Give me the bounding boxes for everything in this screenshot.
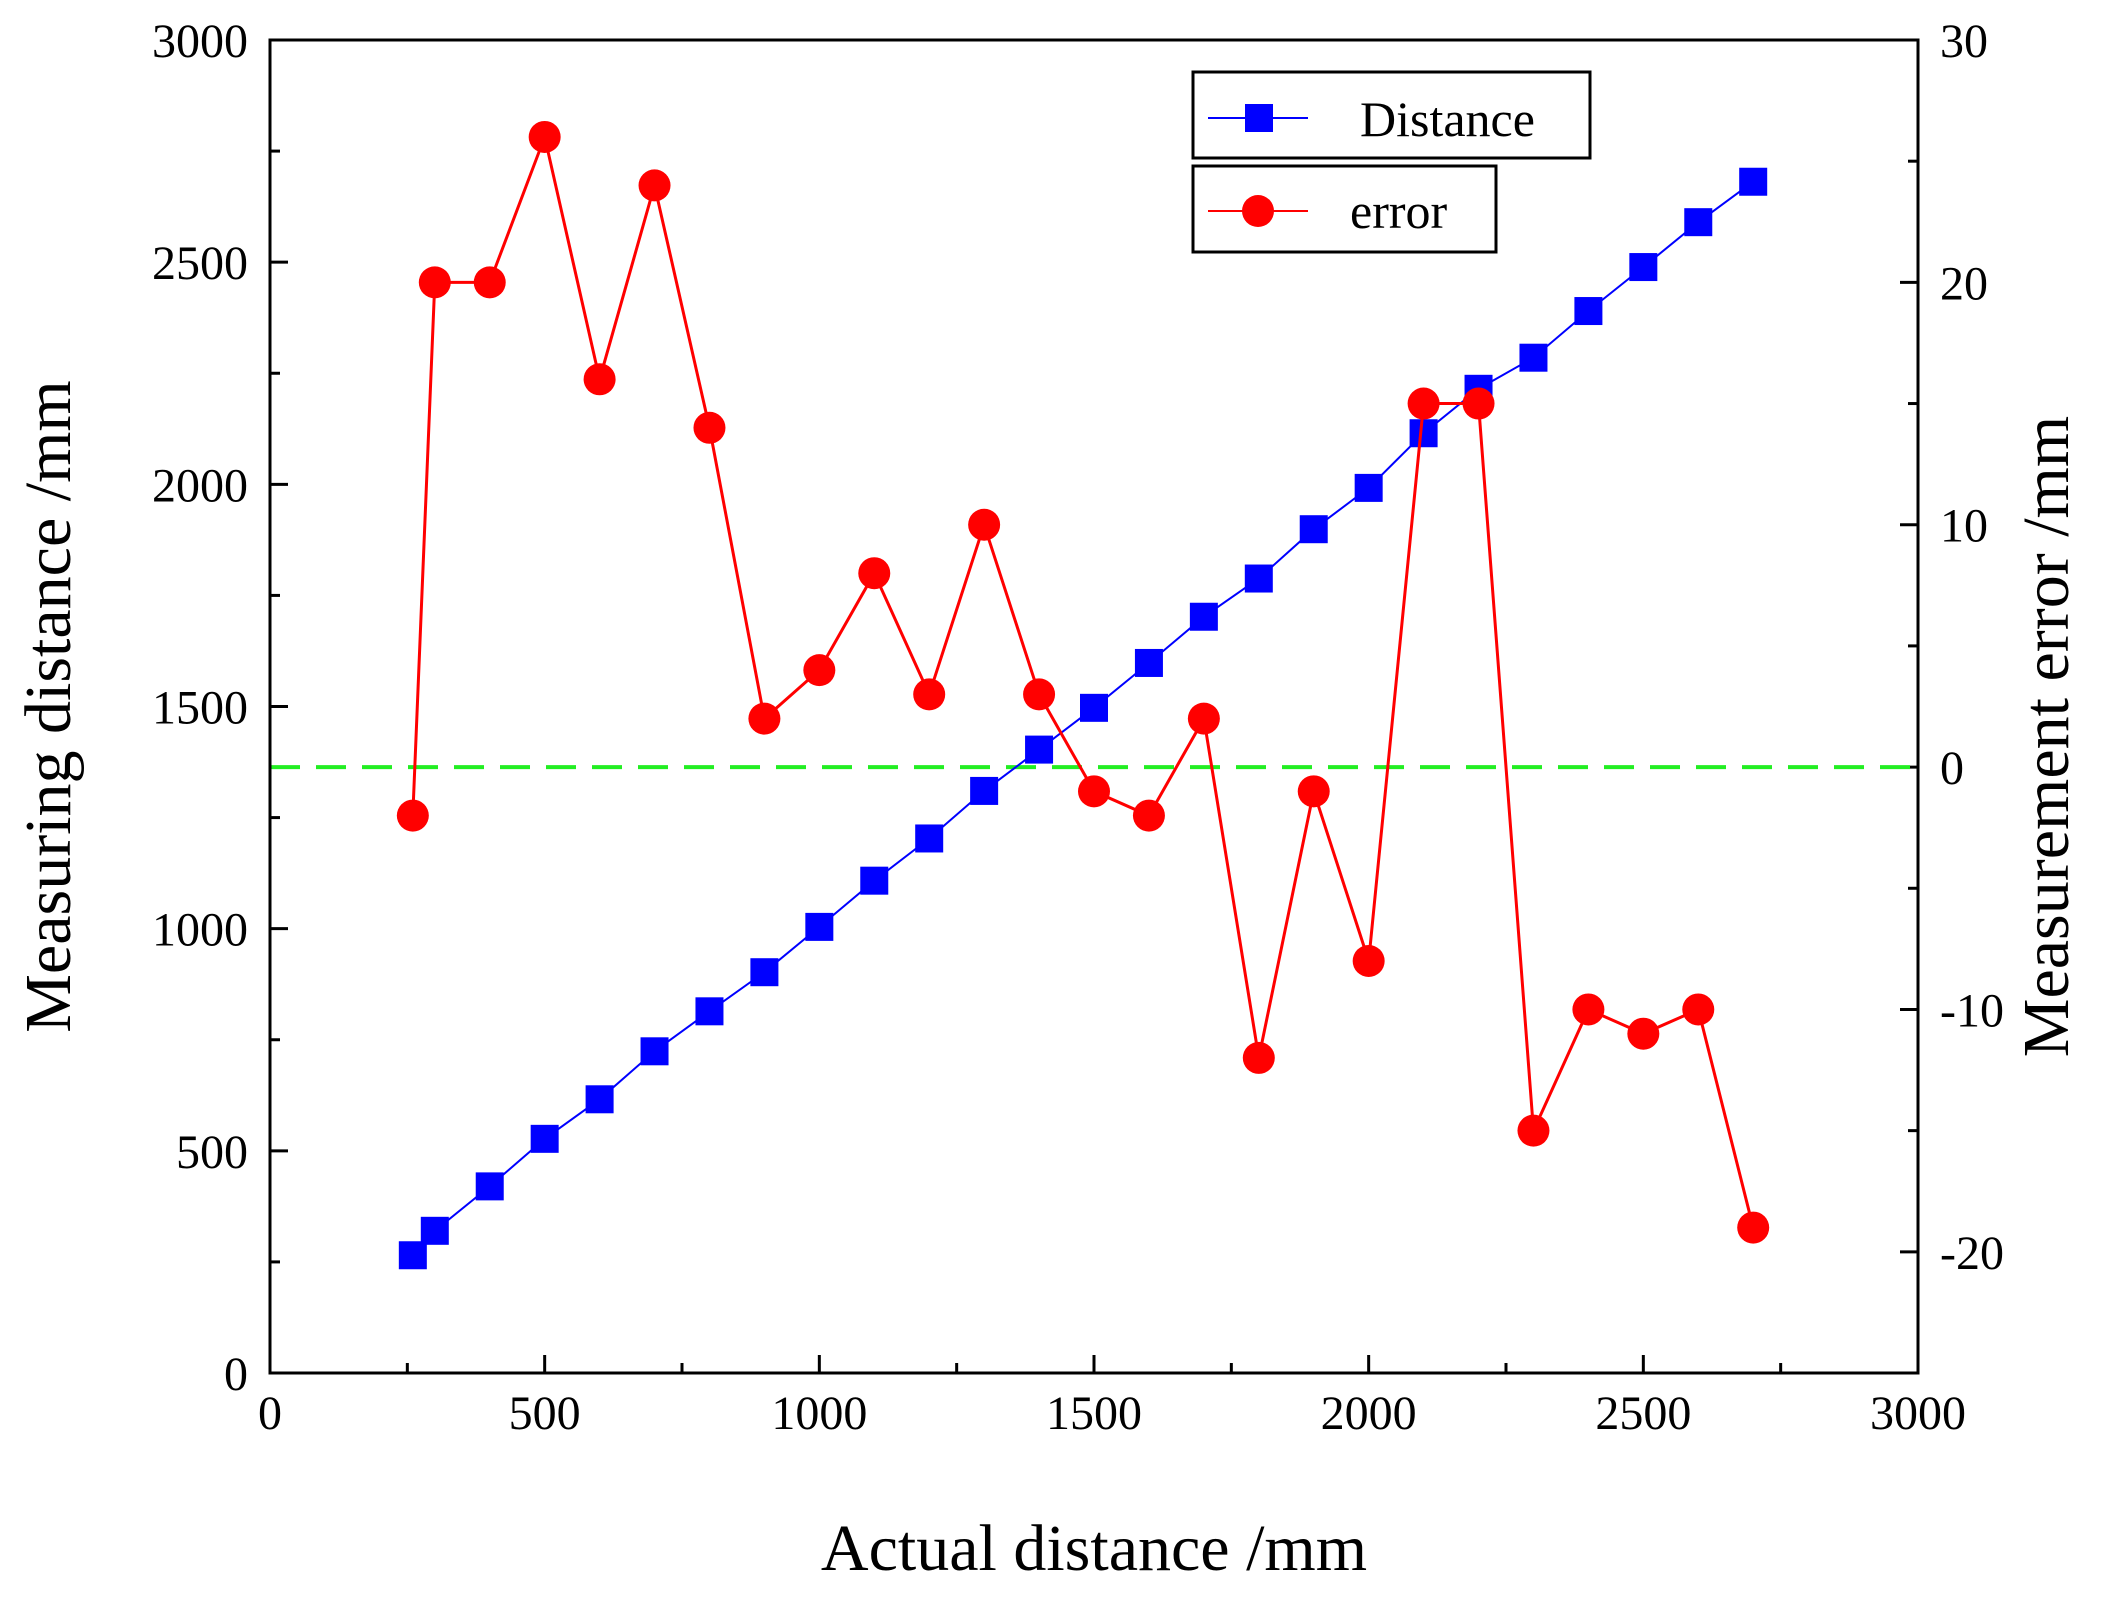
data-point-distance[interactable] (585, 1085, 614, 1114)
data-point-distance[interactable] (475, 1172, 504, 1201)
data-point-distance[interactable] (1025, 735, 1054, 764)
series-line-error (411, 131, 1755, 1228)
data-point-distance[interactable] (695, 997, 724, 1026)
data-point-distance[interactable] (1519, 343, 1548, 372)
data-point-distance[interactable] (1739, 167, 1768, 196)
data-point-error[interactable] (693, 411, 726, 444)
y2-tick-label: 20 (1940, 257, 1988, 310)
data-point-distance[interactable] (1134, 648, 1163, 677)
data-point-distance[interactable] (1684, 208, 1713, 237)
data-point-error[interactable] (1242, 1041, 1275, 1074)
data-point-distance[interactable] (1574, 297, 1603, 326)
x-tick-label: 500 (509, 1387, 581, 1440)
data-point-distance[interactable] (805, 912, 834, 941)
data-point-distance[interactable] (915, 824, 944, 853)
data-point-distance[interactable] (1354, 473, 1383, 502)
y-tick-label: 1000 (152, 904, 248, 957)
x-tick-label: 1500 (1046, 1387, 1142, 1440)
y2-axis-title: Measurement error /mm (2010, 416, 2083, 1057)
x-tick-label: 0 (258, 1387, 282, 1440)
data-point-error[interactable] (1132, 799, 1165, 832)
y2-tick-label: 30 (1940, 15, 1988, 68)
legend: Distance error (1191, 70, 1592, 254)
data-point-error[interactable] (1627, 1017, 1660, 1050)
data-point-distance[interactable] (398, 1241, 427, 1270)
chart-axes-layer: 0 500 1000 1500 2000 2500 3000 0 500 1000 1500 2000… (152, 15, 2004, 1440)
data-point-error[interactable] (1187, 702, 1220, 735)
y2-tick-label: 0 (1940, 742, 1964, 795)
data-point-distance[interactable] (1080, 693, 1108, 722)
data-point-error[interactable] (1023, 678, 1056, 711)
data-point-error[interactable] (1682, 993, 1715, 1026)
data-point-error[interactable] (803, 654, 836, 687)
data-point-error[interactable] (583, 363, 616, 396)
x-axis-title: Actual distance /mm (821, 1512, 1367, 1585)
data-point-distance[interactable] (1189, 602, 1218, 631)
y-axis-title: Measuring distance /mm (12, 380, 85, 1033)
data-point-error[interactable] (1517, 1114, 1550, 1147)
legend-label-distance: Distance (1360, 91, 1535, 147)
data-point-distance[interactable] (1409, 419, 1438, 448)
legend-label-error: error (1350, 183, 1447, 239)
data-point-error[interactable] (1078, 775, 1110, 808)
data-point-error[interactable] (1462, 387, 1495, 420)
data-point-error[interactable] (396, 799, 429, 832)
data-point-error[interactable] (913, 678, 946, 711)
data-point-error[interactable] (418, 266, 451, 299)
data-point-distance[interactable] (420, 1216, 449, 1245)
data-point-error[interactable] (968, 508, 1001, 541)
y2-tick-label: -20 (1940, 1227, 2004, 1280)
legend-box-error (1191, 164, 1498, 254)
data-point-distance[interactable] (1629, 253, 1658, 282)
data-point-error[interactable] (638, 169, 671, 202)
data-point-distance[interactable] (1244, 564, 1273, 593)
data-point-error[interactable] (1297, 775, 1330, 808)
legend-marker-error (1242, 195, 1274, 227)
data-point-error[interactable] (1407, 387, 1440, 420)
data-point-error[interactable] (748, 702, 781, 735)
data-point-distance[interactable] (530, 1124, 559, 1153)
y2-tick-label: -10 (1940, 984, 2004, 1037)
data-point-error[interactable] (1737, 1211, 1770, 1244)
y-tick-label: 1500 (152, 682, 248, 735)
y2-tick-label: 10 (1940, 500, 1988, 553)
data-point-error[interactable] (858, 557, 891, 590)
y-tick-label: 3000 (152, 15, 248, 68)
data-point-error[interactable] (1352, 944, 1385, 977)
data-point-distance[interactable] (970, 776, 999, 805)
series-layer (396, 120, 1770, 1270)
data-point-error[interactable] (1572, 993, 1605, 1026)
legend-entry-distance[interactable]: Distance (1191, 70, 1592, 160)
x-tick-label: 2000 (1321, 1387, 1417, 1440)
y-tick-label: 2000 (152, 459, 248, 512)
data-point-error[interactable] (528, 120, 561, 153)
plot-frame (268, 38, 1920, 1375)
x-tick-label: 2500 (1595, 1387, 1691, 1440)
legend-marker-distance (1245, 104, 1273, 132)
data-point-distance[interactable] (860, 866, 889, 895)
data-point-distance[interactable] (640, 1037, 669, 1066)
data-point-error[interactable] (473, 266, 506, 299)
data-point-distance[interactable] (1299, 515, 1328, 544)
y-tick-label: 500 (176, 1126, 248, 1179)
y-tick-label: 2500 (152, 237, 248, 290)
data-point-distance[interactable] (750, 958, 779, 987)
legend-entry-error[interactable]: error (1191, 164, 1498, 254)
y-tick-label: 0 (224, 1348, 248, 1401)
x-tick-label: 1000 (771, 1387, 867, 1440)
x-tick-label: 3000 (1870, 1387, 1966, 1440)
